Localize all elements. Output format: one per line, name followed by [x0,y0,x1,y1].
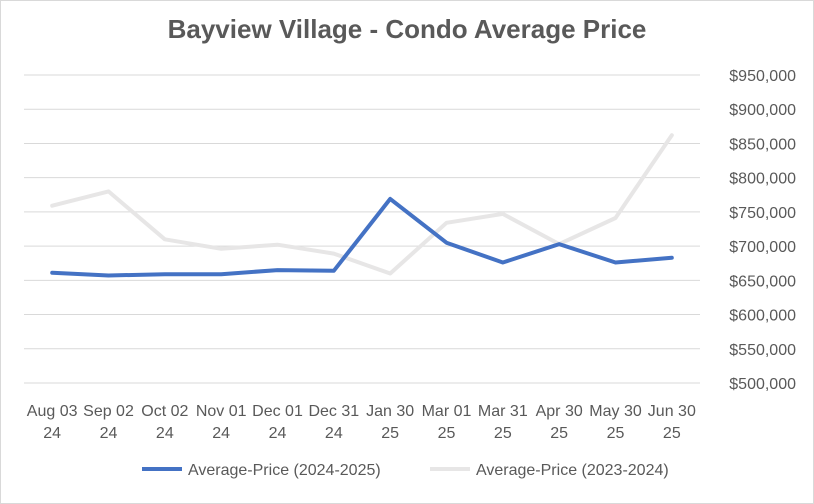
y-tick-label: $500,000 [729,376,796,393]
x-tick-label: Sep 02 24 [83,403,134,442]
y-tick-label: $900,000 [729,102,796,119]
y-tick-label: $550,000 [729,342,796,359]
x-tick-label: Dec 31 24 [308,403,359,442]
x-tick-label: Jun 30 25 [648,403,696,442]
series-line-2023-2024 [50,133,674,276]
y-axis-ticks: $950,000 $900,000 $850,000 $800,000 $750,000… [729,68,796,393]
y-tick-label: $850,000 [729,136,796,153]
x-tick-label: Apr 30 25 [536,403,583,442]
x-tick-label: May 30 25 [589,403,642,442]
legend: Average-Price (2024-2025) Average-Price (… [142,462,669,479]
x-tick-label: Aug 03 24 [27,403,78,442]
chart-title: Bayview Village - Condo Average Price [167,14,647,44]
x-tick-label: Oct 02 24 [141,403,188,442]
series-lines [50,133,674,278]
x-tick-label: Dec 01 24 [252,403,303,442]
legend-label: Average-Price (2024-2025) [188,462,381,479]
y-tick-label: $700,000 [729,239,796,256]
series-line-2024-2025 [50,196,674,278]
x-tick-label: Mar 31 25 [478,403,528,442]
x-tick-label: Jan 30 25 [366,403,414,442]
y-tick-label: $600,000 [729,308,796,325]
x-tick-label: Mar 01 25 [422,403,472,442]
x-tick-label: Nov 01 24 [196,403,247,442]
y-tick-label: $650,000 [729,273,796,290]
gridlines [24,74,700,384]
legend-label: Average-Price (2023-2024) [476,462,669,479]
y-tick-label: $800,000 [729,171,796,188]
y-tick-label: $750,000 [729,205,796,222]
y-tick-label: $950,000 [729,68,796,85]
